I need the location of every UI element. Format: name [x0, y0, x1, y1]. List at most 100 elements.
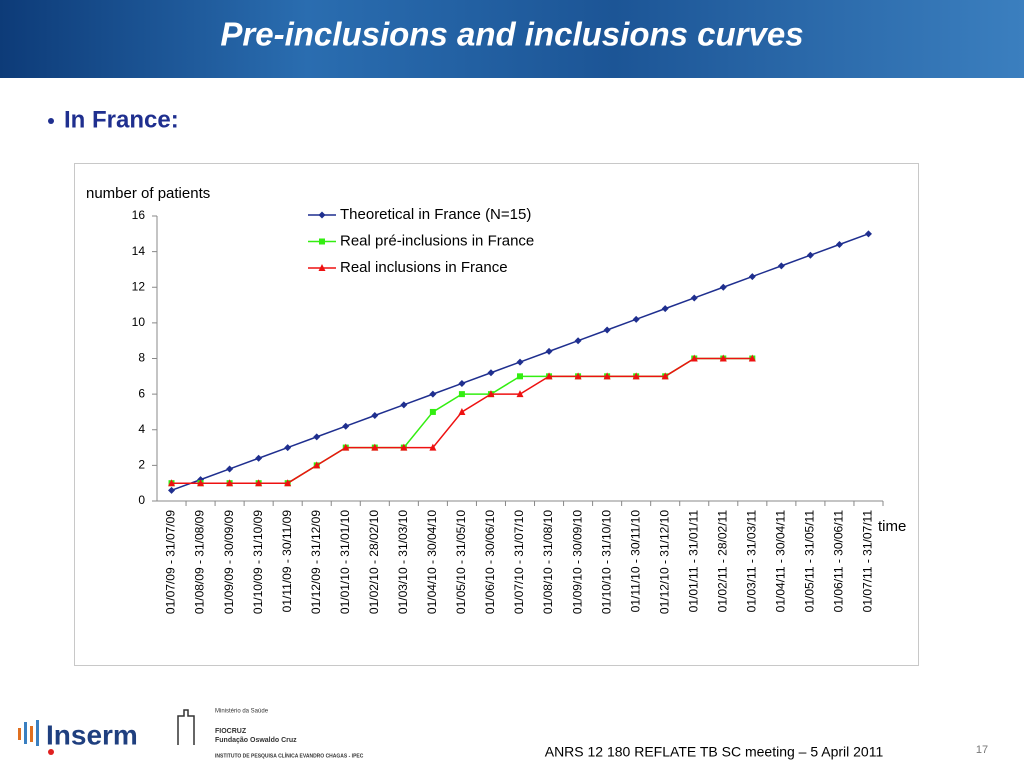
x-tick-label: 01/01/10 - 31/01/10 — [338, 510, 352, 614]
x-tick-label: 01/03/10 - 31/03/10 — [396, 510, 410, 614]
page-number: 17 — [976, 744, 988, 756]
data-point — [632, 315, 640, 323]
legend-marker — [319, 238, 325, 245]
x-tick-label: 01/11/09 - 30/11/09 — [280, 510, 294, 613]
data-point — [342, 443, 350, 451]
data-point — [603, 372, 611, 380]
x-tick-label: 01/07/11 - 31/07/11 — [861, 510, 875, 613]
data-point — [313, 461, 321, 469]
x-tick-label: 01/06/10 - 30/06/10 — [483, 510, 497, 614]
y-tick-label: 14 — [132, 244, 146, 258]
data-point — [748, 273, 756, 281]
data-point — [400, 401, 408, 409]
data-point — [545, 372, 553, 380]
y-tick-label: 12 — [132, 279, 146, 293]
x-tick-label: 01/09/09 - 30/09/09 — [222, 510, 236, 614]
data-point — [719, 354, 727, 362]
data-point — [284, 479, 292, 487]
data-point — [777, 262, 785, 270]
institute-text: INSTITUTO DE PESQUISA CLÍNICA EVANDRO CH… — [215, 751, 364, 759]
legend-label: Theoretical in France (N=15) — [340, 206, 531, 223]
x-tick-label: 01/06/11 - 30/06/11 — [832, 510, 846, 613]
data-point — [690, 294, 698, 302]
chart: number of patients time 0 2 4 6 8 10 12 14 16 01/07… — [86, 185, 906, 614]
y-tick-label: 8 — [138, 351, 145, 365]
ministry-text: Ministério da Saúde — [215, 709, 269, 715]
x-tick-label: 01/05/10 - 31/05/10 — [454, 510, 468, 614]
footer: ANRS 12 180 REFLATE TB SC meeting – 5 Ap… — [545, 744, 884, 760]
y-tick-label: 0 — [138, 493, 145, 507]
x-tick-label: 01/12/10 - 31/12/10 — [657, 510, 671, 614]
data-point — [371, 412, 379, 419]
data-point — [342, 422, 350, 430]
data-point — [835, 241, 843, 248]
data-point — [661, 305, 669, 313]
data-point — [168, 479, 176, 487]
data-point — [690, 354, 698, 362]
x-axis-label: time — [878, 518, 906, 535]
data-point — [429, 408, 436, 415]
inserm-logo: Inserm — [18, 719, 138, 755]
data-point — [400, 443, 408, 451]
data-point — [516, 358, 524, 366]
x-tick-label: 01/01/11 - 31/01/11 — [686, 510, 700, 613]
legend-marker — [318, 211, 326, 219]
bullet — [48, 118, 54, 124]
slide-title: Pre-inclusions and inclusions curves — [220, 16, 803, 53]
fiocruz-text: FIOCRUZ — [215, 728, 247, 735]
data-point — [516, 390, 524, 398]
x-tick-label: 01/02/10 - 28/02/10 — [367, 510, 381, 614]
x-tick-label: 01/04/11 - 30/04/11 — [774, 510, 788, 613]
x-tick-label: 01/11/10 - 30/11/10 — [628, 510, 642, 613]
y-axis-label: number of patients — [86, 185, 210, 202]
data-point — [226, 465, 234, 473]
data-point — [806, 251, 814, 259]
data-point — [255, 479, 263, 487]
x-tick-label: 01/03/11 - 31/03/11 — [744, 510, 758, 613]
fiocruz-full-text: Fundação Oswaldo Cruz — [215, 737, 297, 744]
y-tick-label: 6 — [138, 386, 145, 400]
data-point — [574, 372, 582, 380]
legend-marker — [318, 264, 326, 271]
data-point — [226, 479, 234, 487]
x-tick-label: 01/08/10 - 31/08/10 — [541, 510, 555, 614]
data-point — [661, 372, 669, 380]
legend-label: Real inclusions in France — [340, 259, 508, 276]
header-band — [0, 0, 1024, 78]
data-point — [371, 443, 379, 451]
y-tick-label: 2 — [138, 458, 145, 472]
data-point — [284, 444, 292, 452]
data-point — [313, 433, 321, 441]
data-point — [864, 230, 872, 238]
x-tick-label: 01/10/09 - 31/10/09 — [251, 510, 265, 614]
x-tick-label: 01/07/09 - 31/07/09 — [164, 510, 178, 614]
x-tick-label: 01/08/09 - 31/08/09 — [193, 510, 207, 614]
data-point — [632, 372, 640, 380]
data-point — [719, 283, 727, 291]
data-point — [487, 390, 495, 398]
inserm-text: Inserm — [46, 719, 138, 750]
data-point — [255, 454, 263, 462]
data-point — [197, 479, 205, 487]
y-tick-label: 4 — [138, 422, 145, 436]
subtitle: In France: — [64, 106, 179, 133]
x-tick-label: 01/02/11 - 28/02/11 — [715, 510, 729, 613]
y-tick-label: 10 — [132, 315, 146, 329]
data-point — [603, 326, 611, 334]
data-point — [429, 443, 437, 451]
y-tick-label: 16 — [132, 208, 146, 222]
data-point — [458, 407, 466, 415]
x-tick-label: 01/04/10 - 30/04/10 — [425, 510, 439, 614]
x-tick-label: 01/05/11 - 31/05/11 — [803, 510, 817, 613]
fiocruz-logo: Ministério da Saúde FIOCRUZ Fundação Osw… — [177, 709, 364, 759]
data-point — [574, 337, 582, 345]
data-point — [487, 369, 495, 377]
x-tick-label: 01/12/09 - 31/12/09 — [309, 510, 323, 614]
data-point — [517, 373, 523, 380]
data-point — [429, 390, 437, 398]
data-point — [458, 391, 465, 398]
chart-frame — [74, 163, 919, 666]
data-point — [458, 379, 466, 387]
data-point — [545, 347, 553, 355]
